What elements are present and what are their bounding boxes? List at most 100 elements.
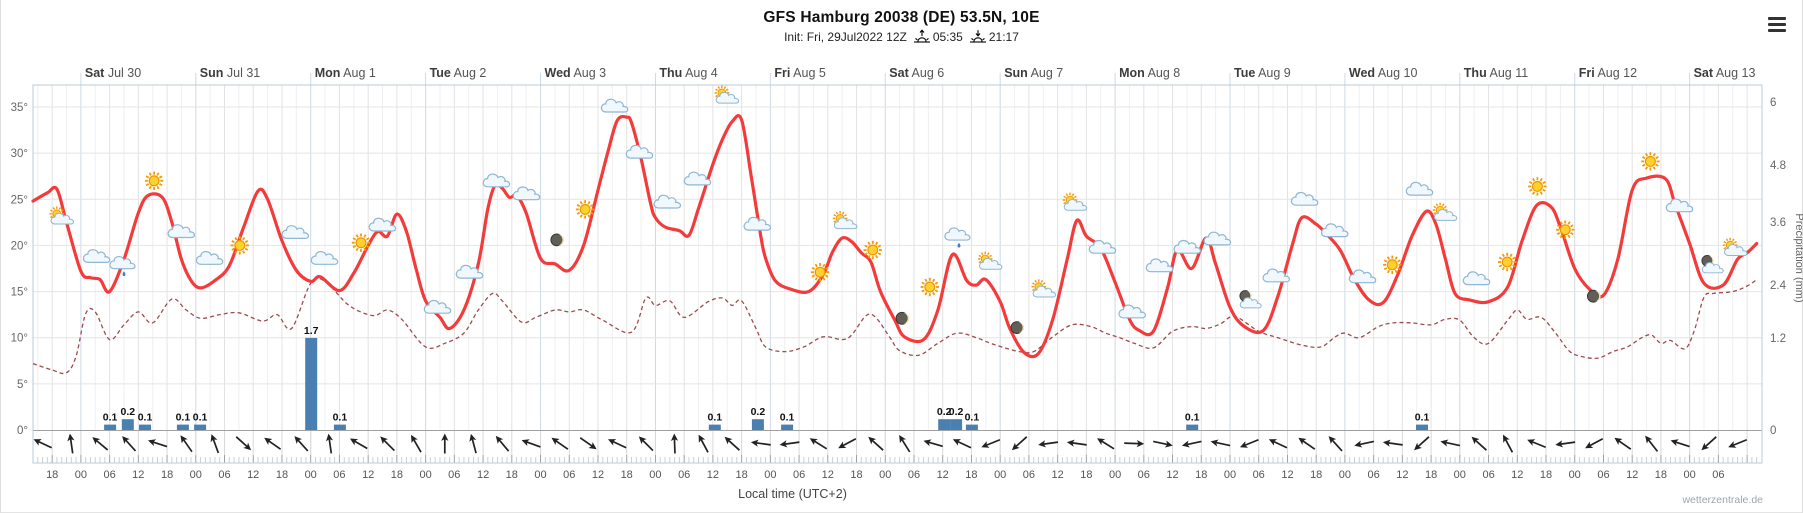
time-tick-label: 06 [218,469,230,481]
time-tick-label: 00 [1109,469,1121,481]
wind-arrow [1614,437,1632,450]
time-tick-label: 18 [735,469,747,481]
precip-bar-label: 0.1 [707,412,722,424]
sunset-icon [969,30,986,43]
wind-arrow [210,434,220,454]
wind-arrow [1440,439,1461,447]
wind-arrow [1268,439,1288,449]
wind-arrow [180,435,193,453]
day-label: Sat Jul 30 [85,66,141,80]
weather-icon-sun [144,171,164,191]
precip-bar [938,419,951,430]
weather-icon-mooncloud [1239,290,1262,309]
precip-bar-label: 0.1 [1185,412,1200,424]
time-tick-label: 12 [1626,469,1638,481]
sunrise-icon [913,29,930,43]
time-tick-label: 18 [850,469,862,481]
wind-arrow [1153,440,1173,448]
chart-menu-button[interactable] [1764,14,1790,36]
weather-icon-sun [575,200,595,219]
wind-arrow [1011,436,1028,451]
wind-arrow [1124,439,1145,448]
precip-bar-label: 0.2 [751,406,766,418]
precip-bar-label: 0.1 [176,412,191,424]
day-label: Tue Aug 2 [430,66,487,80]
weather-icon-sun [810,263,830,282]
wind-arrow [33,439,53,449]
day-label: Fri Aug 12 [1579,66,1637,80]
wind-arrow [868,436,884,451]
weather-icon-cloud [455,264,484,279]
wind-arrow [469,433,477,454]
precip-bar [194,424,207,430]
temp-tick-label: 10° [11,333,28,345]
time-tick-label: 06 [333,469,345,481]
time-tick-label: 00 [1454,469,1466,481]
weather-icon-suncloud [714,85,740,104]
time-tick-label: 00 [1224,469,1236,481]
temperature-curve [31,114,1759,359]
weather-icon-cloud [1290,191,1319,206]
weather-icon-cloud [600,98,629,113]
weather-icon-cloud [683,171,712,186]
precip-tick-label: 4.8 [1770,160,1786,172]
time-tick-label: 18 [1540,469,1552,481]
time-tick-label: 18 [161,469,173,481]
time-tick-label: 18 [1080,469,1092,481]
wind-arrow [122,436,137,452]
precip-bar [781,424,794,430]
wind-arrow [1645,435,1659,452]
day-label: Fri Aug 5 [774,66,825,80]
wind-arrow [1298,437,1316,450]
wind-arrow [838,438,857,449]
weather-icon-moon [1010,321,1025,335]
weather-icon-cloud [482,173,511,188]
precip-bar [305,337,318,430]
weather-icon-cloud [1262,268,1291,283]
weather-icon-cloud [653,194,682,209]
day-label: Sat Aug 6 [889,66,944,80]
precip-bar [950,419,963,430]
time-tick-label: 06 [1367,469,1379,481]
day-label: Sun Jul 31 [200,66,260,80]
wind-arrow [923,439,943,448]
wind-arrow [325,433,334,454]
weather-icon-sun [1555,220,1575,239]
wind-arrow [608,439,627,449]
sunset-time: 21:17 [988,30,1019,44]
weather-icon-sun [1383,255,1402,274]
time-tick-label: 00 [764,469,776,481]
weather-icon-suncloud [977,251,1003,270]
day-label: Tue Aug 9 [1234,66,1291,80]
wind-arrow [638,436,654,452]
wind-arrow [1527,439,1546,449]
weather-icon-cloud [1203,231,1232,246]
precip-bar-label: 0.2 [949,406,964,418]
time-tick-label: 06 [1482,469,1494,481]
chart-subtitle: Init: Fri, 29Jul2022 12Z 05:35 21:17 [0,29,1803,44]
wind-arrow [1414,436,1430,451]
weather-icon-cloud [1118,304,1146,319]
weather-icon-cloudrain [944,227,971,248]
wind-arrow [495,435,510,452]
weather-icon-cloud [1462,271,1491,286]
time-tick-label: 18 [1195,469,1207,481]
weather-icon-sun [1641,152,1660,171]
time-tick-label: 12 [937,469,949,481]
precip-bar [965,424,978,430]
weather-icon-sun [351,233,371,252]
time-tick-label: 00 [419,469,431,481]
wind-arrow [1728,438,1748,448]
time-tick-label: 06 [793,469,805,481]
wind-arrow [521,439,541,448]
precip-bar-label: 0.1 [193,412,208,424]
x-axis-title: Local time (UTC+2) [738,487,847,501]
time-tick-label: 18 [1310,469,1322,481]
wind-arrow [724,436,741,451]
temp-tick-label: 30° [11,148,28,160]
precip-tick-label: 3.6 [1770,217,1786,229]
wind-arrow [235,436,252,451]
menu-bar [1768,29,1786,32]
